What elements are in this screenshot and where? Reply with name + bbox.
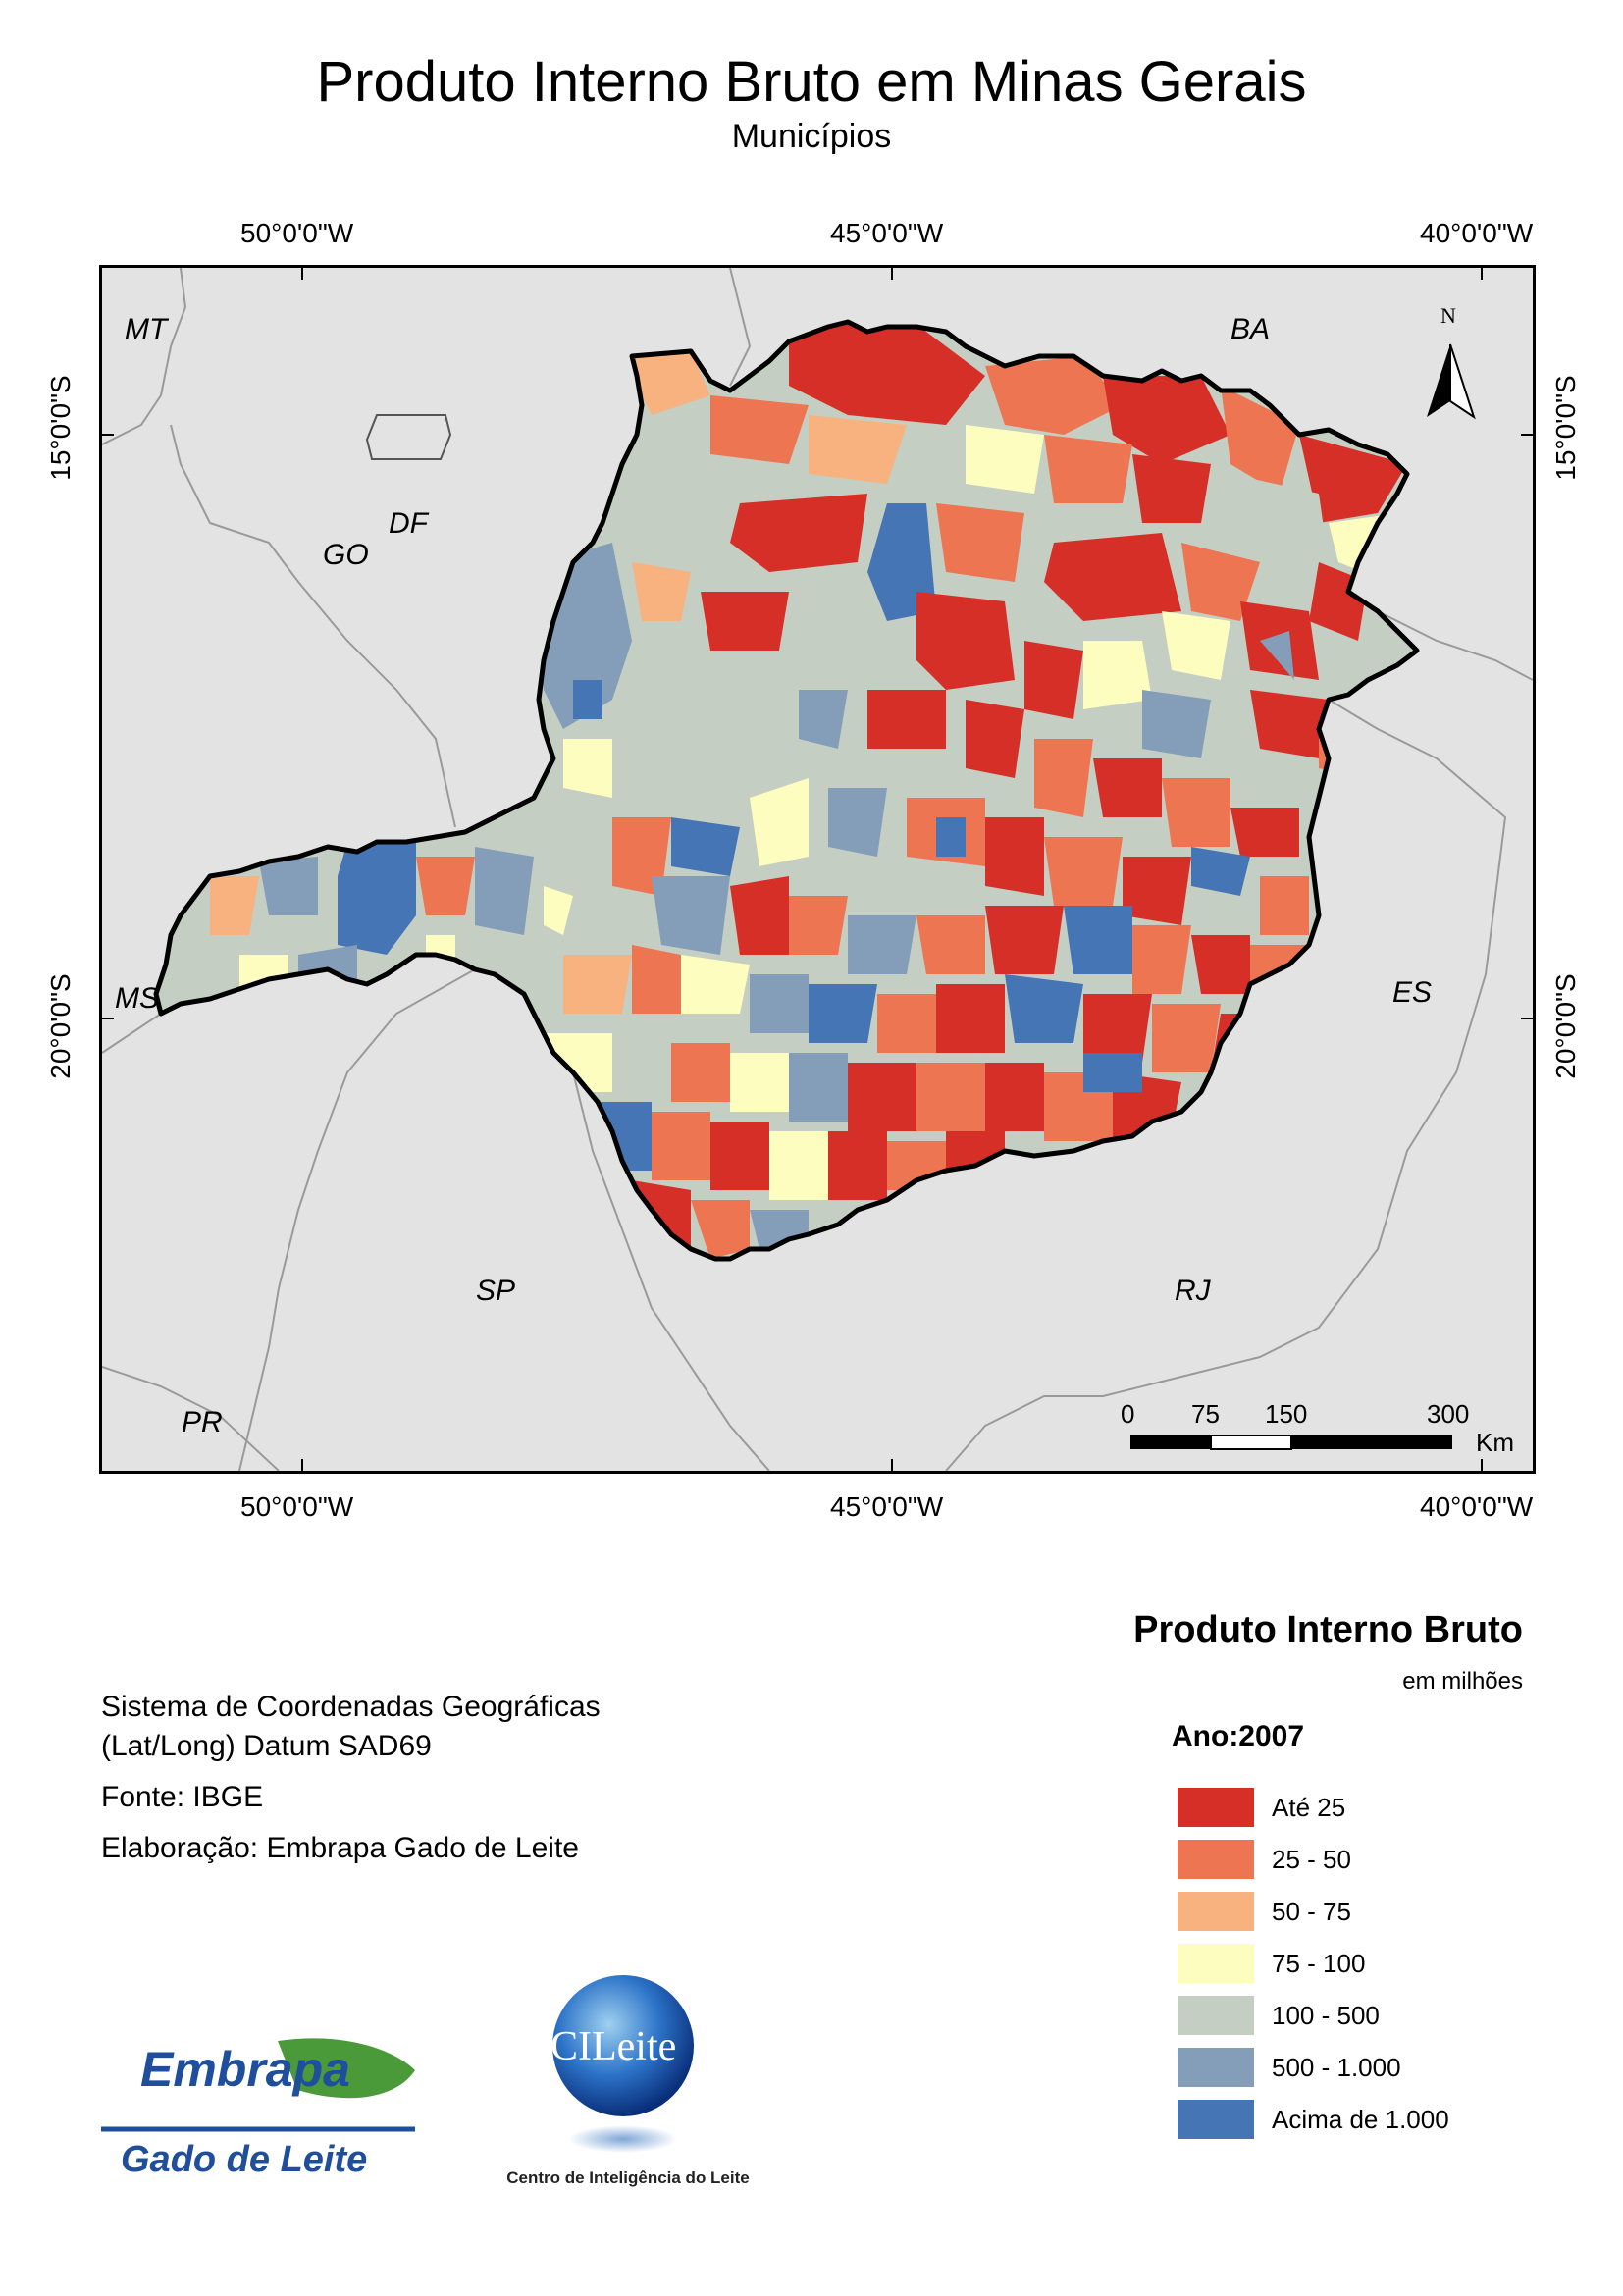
legend-year: Ano:2007 xyxy=(1172,1720,1305,1752)
scale-tick-75: 75 xyxy=(1191,1399,1220,1429)
legend-label: Até 25 xyxy=(1272,1793,1346,1822)
longitude-label-top-50w: 50°0'0"W xyxy=(240,218,354,248)
scale-bar xyxy=(1130,1435,1452,1450)
state-label-mt: MT xyxy=(125,313,168,345)
cileite-logo: CILeite Centro de Inteligência do Leite xyxy=(496,1972,751,2198)
state-borders xyxy=(102,268,1533,1471)
scale-tick-150: 150 xyxy=(1265,1399,1308,1429)
north-arrow-icon xyxy=(1427,343,1476,420)
state-label-pr: PR xyxy=(182,1406,223,1438)
graticule-ticks xyxy=(102,268,1533,1471)
north-arrow-label: N xyxy=(1440,303,1456,328)
legend-label: 100 - 500 xyxy=(1272,2001,1380,2030)
cileite-subtitle: Centro de Inteligência do Leite xyxy=(506,2168,750,2187)
minas-gerais-municipalities xyxy=(156,322,1417,1259)
embrapa-logo: Embrapa Gado de Leite xyxy=(101,2031,425,2188)
longitude-label-bottom-45w: 45°0'0"W xyxy=(830,1491,944,1522)
state-label-df: DF xyxy=(389,507,428,540)
latitude-label-left-15s: 15°0'0"S xyxy=(45,375,76,481)
coordinate-system-line1: Sistema de Coordenadas Geográficas xyxy=(101,1691,601,1723)
author-text: Elaboração: Embrapa Gado de Leite xyxy=(101,1832,579,1864)
scale-tick-300: 300 xyxy=(1427,1399,1470,1429)
map-subtitle: Municípios xyxy=(731,118,892,155)
legend-label: 25 - 50 xyxy=(1272,1845,1351,1874)
legend-swatch xyxy=(1178,1944,1254,1983)
longitude-label-bottom-40w: 40°0'0"W xyxy=(1420,1491,1534,1522)
longitude-label-bottom-50w: 50°0'0"W xyxy=(240,1491,354,1522)
minas-gerais-boundary xyxy=(153,319,1420,1262)
legend-swatch xyxy=(1178,1996,1254,2035)
state-label-go: GO xyxy=(323,539,369,571)
state-label-sp: SP xyxy=(476,1275,516,1307)
coordinate-system-line2: (Lat/Long) Datum SAD69 xyxy=(101,1730,432,1762)
cileite-globe-icon xyxy=(552,1975,694,2153)
legend-subtitle: em milhões xyxy=(1402,1668,1523,1695)
latitude-label-left-20s: 20°0'0"S xyxy=(45,973,76,1079)
longitude-label-top-45w: 45°0'0"W xyxy=(830,218,944,248)
cileite-wordmark: CILeite xyxy=(550,2024,677,2069)
map-info: Sistema de Coordenadas Geográficas (Lat/… xyxy=(101,1688,601,1868)
state-label-ba: BA xyxy=(1230,313,1271,345)
legend-title: Produto Interno Bruto xyxy=(1133,1609,1523,1650)
latitude-label-right-20s: 20°0'0"S xyxy=(1550,973,1581,1079)
legend-swatch xyxy=(1178,1788,1254,1827)
state-label-rj: RJ xyxy=(1175,1275,1211,1307)
embrapa-leaf-icon xyxy=(101,2038,415,2132)
legend-label: 75 - 100 xyxy=(1272,1949,1366,1978)
legend-swatch xyxy=(1178,1840,1254,1879)
map-frame: MT BA GO DF MS ES SP RJ PR N 0 75 150 30… xyxy=(99,265,1536,1474)
legend-label: 500 - 1.000 xyxy=(1272,2053,1401,2082)
map-title: Produto Interno Bruto em Minas Gerais xyxy=(316,50,1307,114)
scale-unit: Km xyxy=(1476,1428,1514,1457)
latitude-label-right-15s: 15°0'0"S xyxy=(1550,375,1581,481)
embrapa-subtitle: Gado de Leite xyxy=(121,2139,368,2180)
legend-swatch xyxy=(1178,2048,1254,2087)
state-label-ms: MS xyxy=(115,982,159,1015)
embrapa-wordmark: Embrapa xyxy=(140,2042,350,2097)
legend-label: 50 - 75 xyxy=(1272,1897,1351,1926)
legend-swatch xyxy=(1178,2100,1254,2139)
legend-label: Acima de 1.000 xyxy=(1272,2105,1449,2134)
map-canvas xyxy=(102,268,1533,1471)
scale-tick-0: 0 xyxy=(1121,1399,1135,1429)
source-text: Fonte: IBGE xyxy=(101,1781,264,1813)
df-boundary xyxy=(365,414,452,460)
state-label-es: ES xyxy=(1392,976,1433,1009)
longitude-label-top-40w: 40°0'0"W xyxy=(1420,218,1534,248)
legend-swatch xyxy=(1178,1892,1254,1931)
